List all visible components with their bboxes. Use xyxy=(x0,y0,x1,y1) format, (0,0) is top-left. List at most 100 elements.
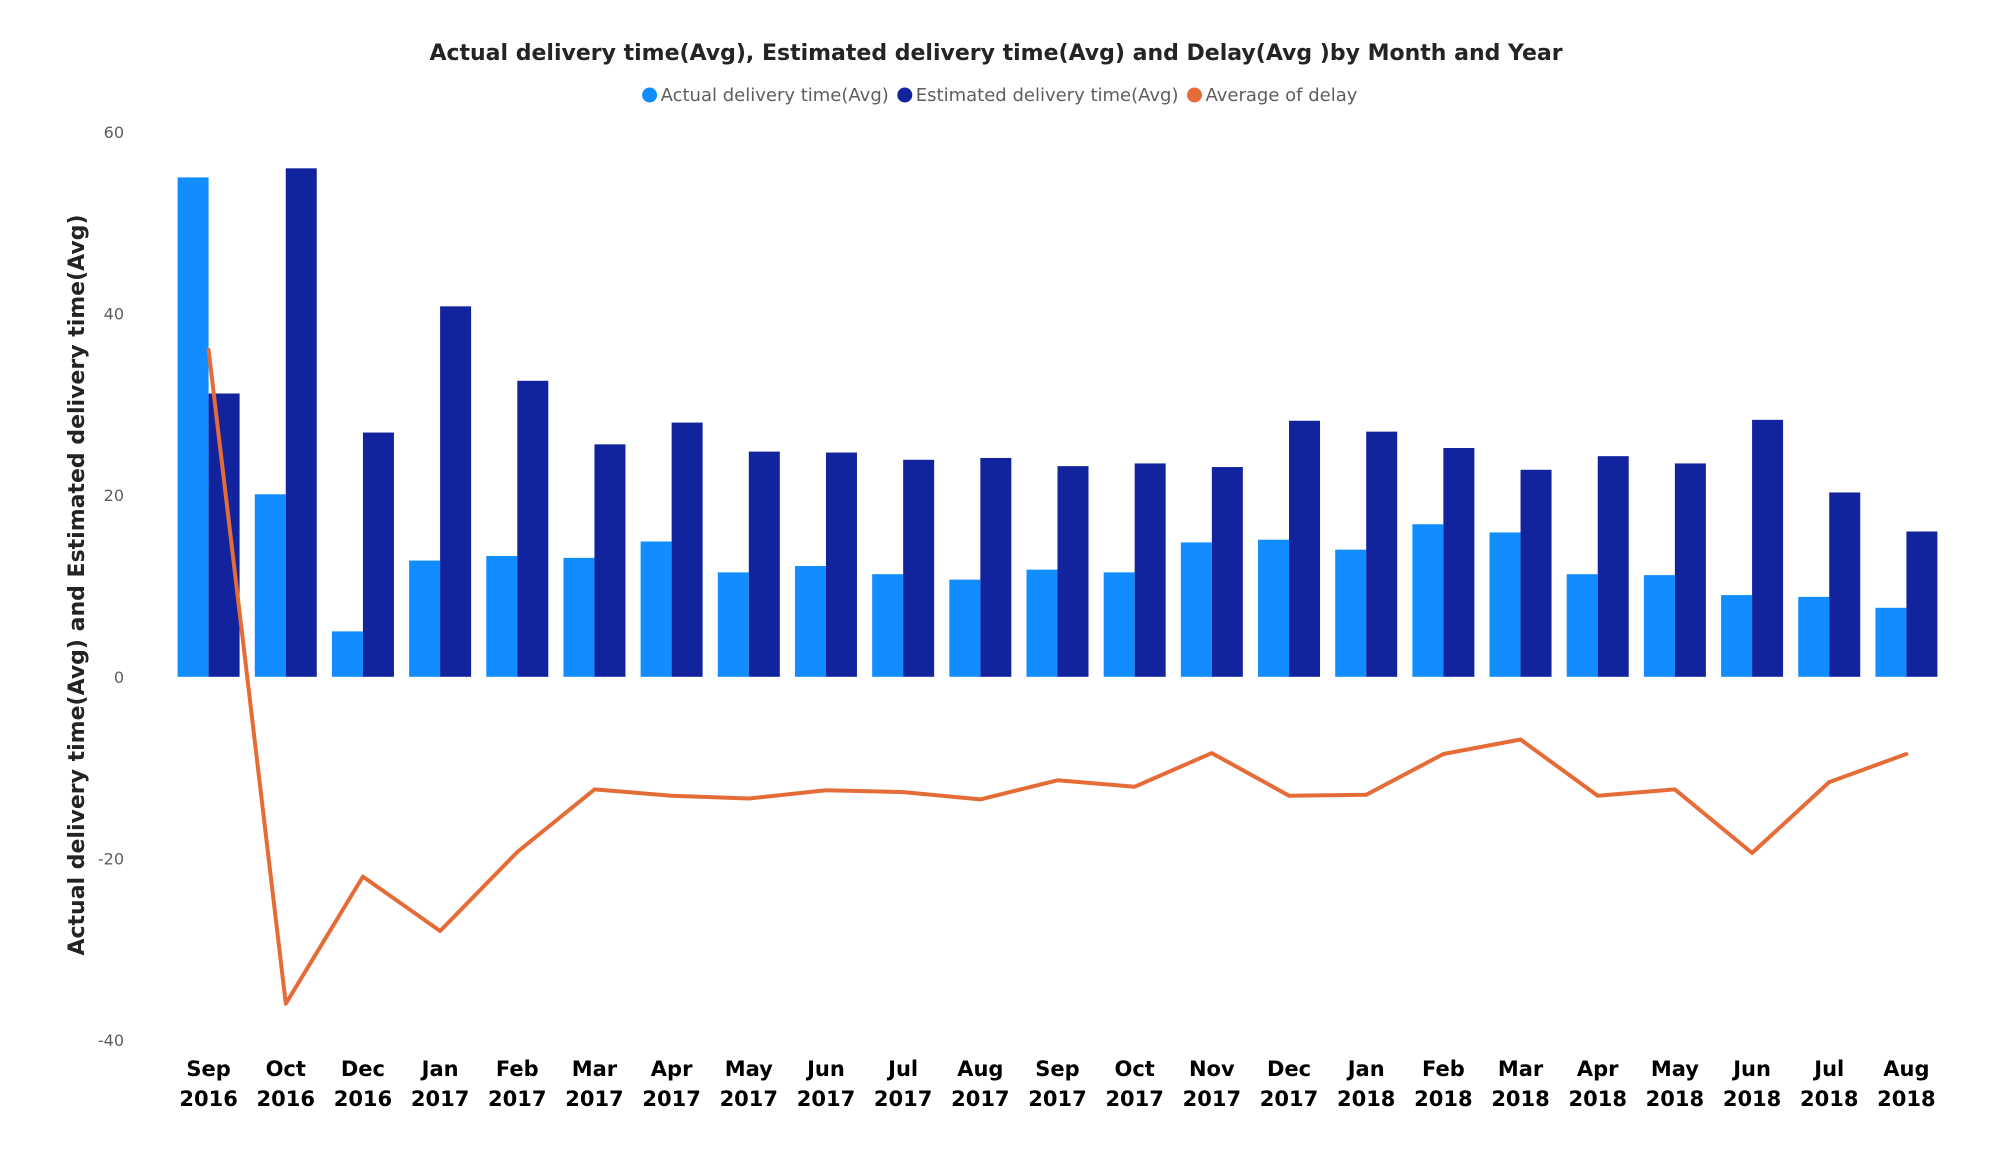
x-tick-month: Dec xyxy=(341,1057,385,1081)
bar-actual-delivery-time[interactable] xyxy=(331,631,363,677)
line-point-average-of-delay[interactable] xyxy=(823,787,829,793)
bar-actual-delivery-time[interactable] xyxy=(1566,574,1598,677)
bar-actual-delivery-time[interactable] xyxy=(177,177,209,677)
bar-actual-delivery-time[interactable] xyxy=(563,557,595,677)
x-tick-month: Sep xyxy=(186,1057,230,1081)
line-point-average-of-delay[interactable] xyxy=(1518,736,1524,742)
bar-estimated-delivery-time[interactable] xyxy=(208,393,240,677)
bar-actual-delivery-time[interactable] xyxy=(1258,539,1290,677)
bar-estimated-delivery-time[interactable] xyxy=(1674,463,1706,677)
bar-estimated-delivery-time[interactable] xyxy=(980,457,1012,677)
line-point-average-of-delay[interactable] xyxy=(1286,793,1292,799)
x-tick-month: Mar xyxy=(572,1057,618,1081)
legend-item[interactable]: Estimated delivery time(Avg) xyxy=(897,85,1179,106)
bar-actual-delivery-time[interactable] xyxy=(640,541,672,677)
line-point-average-of-delay[interactable] xyxy=(746,795,752,801)
line-point-average-of-delay[interactable] xyxy=(1903,751,1909,757)
x-tick-month: Aug xyxy=(1883,1057,1929,1081)
bar-actual-delivery-time[interactable] xyxy=(1103,572,1135,677)
bar-actual-delivery-time[interactable] xyxy=(1180,542,1212,677)
bar-estimated-delivery-time[interactable] xyxy=(1597,456,1629,677)
line-point-average-of-delay[interactable] xyxy=(1595,793,1601,799)
legend-item[interactable]: Actual delivery time(Avg) xyxy=(642,85,889,106)
line-point-average-of-delay[interactable] xyxy=(206,347,212,353)
bar-estimated-delivery-time[interactable] xyxy=(594,444,626,677)
x-tick-month: Sep xyxy=(1035,1057,1079,1081)
line-point-average-of-delay[interactable] xyxy=(1749,850,1755,856)
bar-estimated-delivery-time[interactable] xyxy=(748,451,780,677)
bar-estimated-delivery-time[interactable] xyxy=(1134,463,1166,677)
line-point-average-of-delay[interactable] xyxy=(1440,751,1446,757)
bar-estimated-delivery-time[interactable] xyxy=(1829,492,1861,677)
legend-marker xyxy=(642,87,658,103)
bar-actual-delivery-time[interactable] xyxy=(872,574,904,677)
bar-actual-delivery-time[interactable] xyxy=(949,579,981,677)
line-point-average-of-delay[interactable] xyxy=(514,849,520,855)
bar-estimated-delivery-time[interactable] xyxy=(440,306,472,677)
bar-estimated-delivery-time[interactable] xyxy=(1366,431,1398,677)
line-point-average-of-delay[interactable] xyxy=(1363,792,1369,798)
x-tick-month: May xyxy=(725,1057,773,1081)
bar-actual-delivery-time[interactable] xyxy=(1335,549,1367,677)
chart-legend: Actual delivery time(Avg) Estimated deliv… xyxy=(642,85,1358,106)
x-axis: Sep 2016 Oct 2016 Dec 2016 Jan 2017 Feb 2017 Mar 20… xyxy=(179,1057,1935,1111)
bar-actual-delivery-time[interactable] xyxy=(1026,569,1058,677)
line-point-average-of-delay[interactable] xyxy=(437,928,443,934)
line-point-average-of-delay[interactable] xyxy=(1132,784,1138,790)
x-tick-year: 2016 xyxy=(179,1087,237,1111)
bar-estimated-delivery-time[interactable] xyxy=(517,380,549,677)
line-point-average-of-delay[interactable] xyxy=(669,793,675,799)
x-tick-month: Nov xyxy=(1189,1057,1235,1081)
x-tick-month: Apr xyxy=(651,1057,693,1081)
y-axis: 60 40 20 0 -20 -40 xyxy=(98,123,124,1050)
line-point-average-of-delay[interactable] xyxy=(977,796,983,802)
line-average-of-delay[interactable] xyxy=(206,347,1909,1006)
bar-estimated-delivery-time[interactable] xyxy=(1289,420,1321,677)
line-point-average-of-delay[interactable] xyxy=(1209,750,1215,756)
x-tick-year: 2018 xyxy=(1800,1087,1858,1111)
bar-actual-delivery-time[interactable] xyxy=(254,494,286,677)
bar-estimated-delivery-time[interactable] xyxy=(285,168,317,677)
bar-actual-delivery-time[interactable] xyxy=(1875,607,1907,677)
bar-estimated-delivery-time[interactable] xyxy=(1520,469,1552,677)
bar-actual-delivery-time[interactable] xyxy=(486,556,518,677)
x-tick-month: Apr xyxy=(1577,1057,1619,1081)
bar-estimated-delivery-time[interactable] xyxy=(1443,447,1475,677)
y-tick-label: -40 xyxy=(98,1031,124,1050)
line-point-average-of-delay[interactable] xyxy=(283,1001,289,1007)
line-point-average-of-delay[interactable] xyxy=(1055,777,1061,783)
x-tick-year: 2017 xyxy=(565,1087,623,1111)
bar-actual-delivery-time[interactable] xyxy=(1721,595,1753,677)
x-tick-month: Dec xyxy=(1267,1057,1311,1081)
legend-marker xyxy=(1187,87,1202,103)
x-tick-month: Jun xyxy=(1731,1057,1771,1081)
x-tick-year: 2016 xyxy=(257,1087,315,1111)
line-point-average-of-delay[interactable] xyxy=(591,786,597,792)
legend-item[interactable]: Average of delay xyxy=(1187,85,1358,106)
bar-estimated-delivery-time[interactable] xyxy=(903,459,935,677)
bar-actual-delivery-time[interactable] xyxy=(1798,596,1830,677)
line-point-average-of-delay[interactable] xyxy=(1672,786,1678,792)
x-tick-year: 2017 xyxy=(411,1087,469,1111)
bar-actual-delivery-time[interactable] xyxy=(794,566,826,677)
bar-estimated-delivery-time[interactable] xyxy=(825,452,857,677)
x-tick-year: 2018 xyxy=(1646,1087,1704,1111)
bar-actual-delivery-time[interactable] xyxy=(1643,575,1675,677)
bar-actual-delivery-time[interactable] xyxy=(1412,524,1444,677)
line-point-average-of-delay[interactable] xyxy=(900,789,906,795)
bar-estimated-delivery-time[interactable] xyxy=(1211,467,1243,677)
bar-estimated-delivery-time[interactable] xyxy=(1906,531,1938,677)
bar-estimated-delivery-time[interactable] xyxy=(671,422,703,677)
y-tick-label: 20 xyxy=(104,486,124,505)
y-tick-label: 0 xyxy=(114,668,124,687)
bar-actual-delivery-time[interactable] xyxy=(409,560,441,677)
bar-estimated-delivery-time[interactable] xyxy=(362,432,394,677)
bar-actual-delivery-time[interactable] xyxy=(717,572,749,677)
x-tick-year: 2018 xyxy=(1568,1087,1626,1111)
line-point-average-of-delay[interactable] xyxy=(1826,779,1832,785)
line-point-average-of-delay[interactable] xyxy=(360,874,366,880)
bar-actual-delivery-time[interactable] xyxy=(1489,532,1521,677)
bar-estimated-delivery-time[interactable] xyxy=(1752,419,1784,677)
bar-estimated-delivery-time[interactable] xyxy=(1057,466,1089,677)
